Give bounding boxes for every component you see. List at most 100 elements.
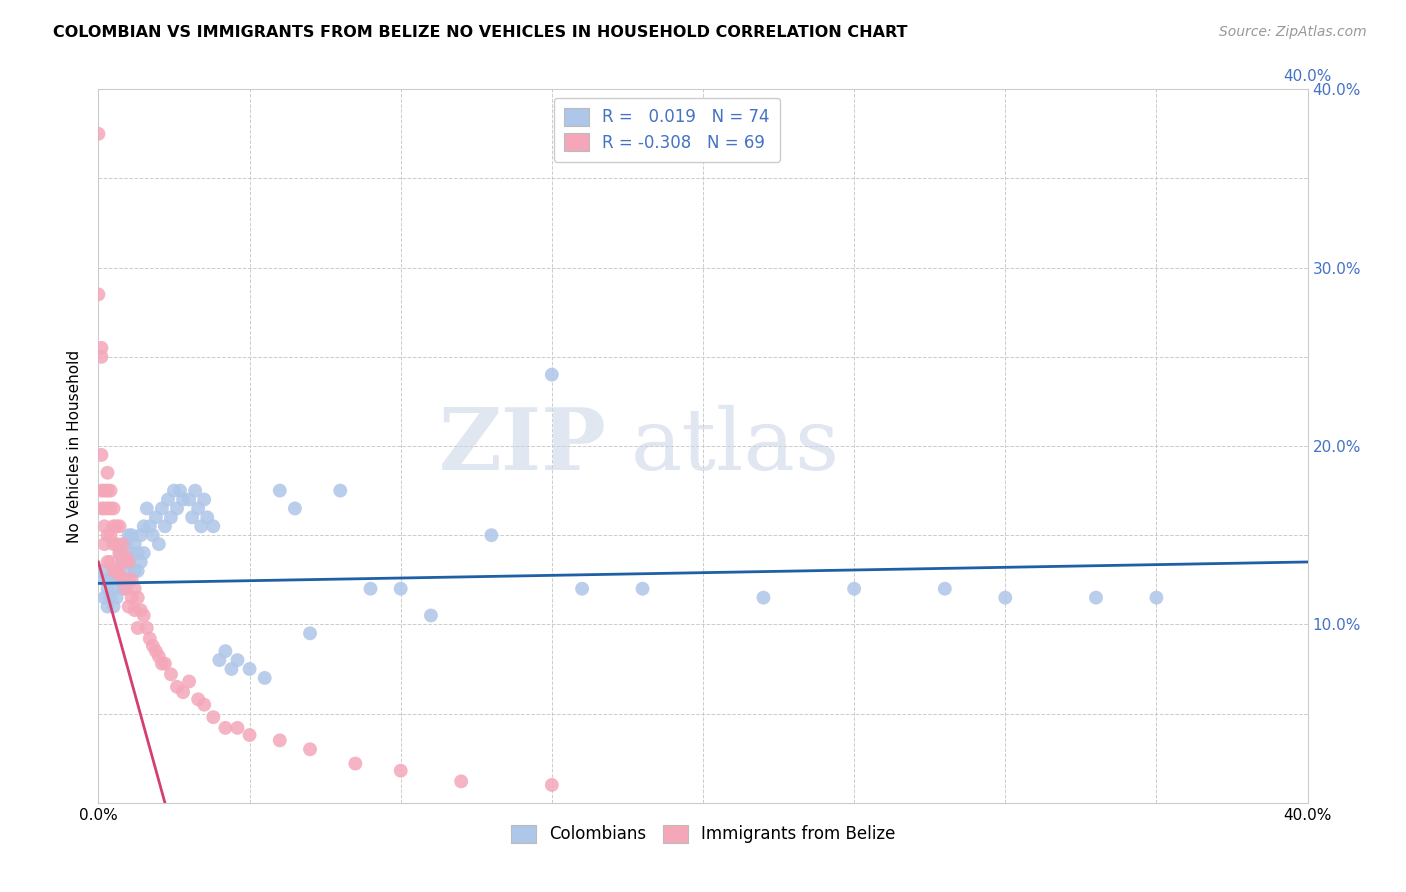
Point xyxy=(145,644,167,658)
Point xyxy=(169,483,191,498)
Point xyxy=(172,492,194,507)
Legend: Colombians, Immigrants from Belize: Colombians, Immigrants from Belize xyxy=(502,816,904,852)
Point xyxy=(118,555,141,569)
Text: atlas: atlas xyxy=(630,404,839,488)
Point xyxy=(195,510,218,524)
Point xyxy=(105,573,128,587)
Point xyxy=(132,608,155,623)
Point xyxy=(87,287,110,301)
Point xyxy=(127,591,149,605)
Point xyxy=(150,501,173,516)
Point xyxy=(90,501,112,516)
Point xyxy=(190,519,212,533)
Point xyxy=(284,501,307,516)
Point xyxy=(103,564,125,578)
Point xyxy=(118,528,141,542)
Point xyxy=(90,350,112,364)
Point xyxy=(96,582,118,596)
Point xyxy=(184,483,207,498)
Point xyxy=(166,501,188,516)
Point xyxy=(481,528,503,542)
Point xyxy=(100,573,122,587)
Point xyxy=(111,555,134,569)
Point xyxy=(187,501,209,516)
Point xyxy=(269,733,291,747)
Point xyxy=(93,501,115,516)
Point xyxy=(105,591,128,605)
Point xyxy=(90,448,112,462)
Point xyxy=(103,582,125,596)
Point xyxy=(93,483,115,498)
Point xyxy=(105,519,128,533)
Point xyxy=(934,582,956,596)
Point xyxy=(114,549,136,564)
Point xyxy=(96,466,118,480)
Point xyxy=(139,519,162,533)
Point xyxy=(1085,591,1108,605)
Point xyxy=(420,608,443,623)
Point xyxy=(96,528,118,542)
Point xyxy=(214,721,236,735)
Point xyxy=(226,721,249,735)
Point xyxy=(389,582,412,596)
Point xyxy=(299,626,322,640)
Point xyxy=(208,653,231,667)
Point xyxy=(124,582,146,596)
Point xyxy=(540,778,562,792)
Point xyxy=(108,573,131,587)
Point xyxy=(148,537,170,551)
Point xyxy=(221,662,243,676)
Point xyxy=(360,582,382,596)
Point xyxy=(239,728,262,742)
Point xyxy=(118,573,141,587)
Point xyxy=(571,582,593,596)
Point xyxy=(142,528,165,542)
Point xyxy=(160,510,183,524)
Point xyxy=(93,519,115,533)
Point xyxy=(111,555,134,569)
Point xyxy=(105,564,128,578)
Point xyxy=(253,671,276,685)
Point xyxy=(160,667,183,681)
Point xyxy=(1144,591,1167,605)
Point xyxy=(193,492,215,507)
Point xyxy=(90,483,112,498)
Point xyxy=(450,774,472,789)
Point xyxy=(121,528,143,542)
Point xyxy=(121,591,143,605)
Point xyxy=(118,599,141,614)
Point xyxy=(108,546,131,560)
Y-axis label: No Vehicles in Household: No Vehicles in Household xyxy=(67,350,83,542)
Point xyxy=(179,492,201,507)
Text: ZIP: ZIP xyxy=(439,404,606,488)
Point xyxy=(135,501,157,516)
Point xyxy=(139,632,162,646)
Point xyxy=(631,582,654,596)
Point xyxy=(96,555,118,569)
Point xyxy=(150,657,173,671)
Point xyxy=(299,742,322,756)
Point xyxy=(108,567,131,582)
Point xyxy=(124,564,146,578)
Point xyxy=(179,674,201,689)
Point xyxy=(100,501,122,516)
Point xyxy=(90,564,112,578)
Point xyxy=(129,528,152,542)
Point xyxy=(202,519,225,533)
Point xyxy=(142,639,165,653)
Point xyxy=(202,710,225,724)
Point xyxy=(114,537,136,551)
Point xyxy=(132,546,155,560)
Point xyxy=(193,698,215,712)
Point xyxy=(132,519,155,533)
Point xyxy=(100,555,122,569)
Point xyxy=(752,591,775,605)
Point xyxy=(114,564,136,578)
Point xyxy=(103,501,125,516)
Point xyxy=(121,546,143,560)
Point xyxy=(994,591,1017,605)
Point xyxy=(124,537,146,551)
Point xyxy=(108,546,131,560)
Point xyxy=(105,537,128,551)
Point xyxy=(389,764,412,778)
